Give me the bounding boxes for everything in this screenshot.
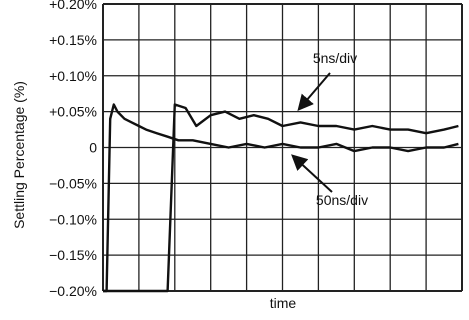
grid bbox=[102, 3, 463, 292]
y-tick-label: −0.20% bbox=[49, 283, 97, 299]
y-tick-label: 0 bbox=[89, 140, 97, 156]
y-tick-label: −0.05% bbox=[49, 175, 97, 191]
series-line-5ns-div bbox=[103, 103, 459, 293]
annotation-label: 5ns/div bbox=[313, 50, 357, 66]
y-tick-label: +0.10% bbox=[49, 68, 97, 84]
annotations: 5ns/div 50ns/div bbox=[291, 50, 368, 208]
series-group bbox=[103, 103, 459, 293]
y-tick-label: +0.15% bbox=[49, 32, 97, 48]
y-tick-label: −0.15% bbox=[49, 247, 97, 263]
y-tick-label: −0.10% bbox=[49, 211, 97, 227]
annotation-arrow bbox=[291, 154, 333, 193]
y-tick-label: +0.20% bbox=[49, 0, 97, 12]
x-axis-label: time bbox=[270, 295, 297, 311]
y-tick-label: +0.05% bbox=[49, 104, 97, 120]
annotation-arrow bbox=[297, 72, 331, 112]
y-axis-label: Settling Percentage (%) bbox=[11, 81, 27, 229]
y-tick-labels: +0.20% +0.15% +0.10% +0.05% 0 −0.05% −0.10% −0.… bbox=[49, 0, 97, 299]
series-line-50ns-div bbox=[103, 103, 459, 293]
annotation-label: 50ns/div bbox=[316, 192, 368, 208]
